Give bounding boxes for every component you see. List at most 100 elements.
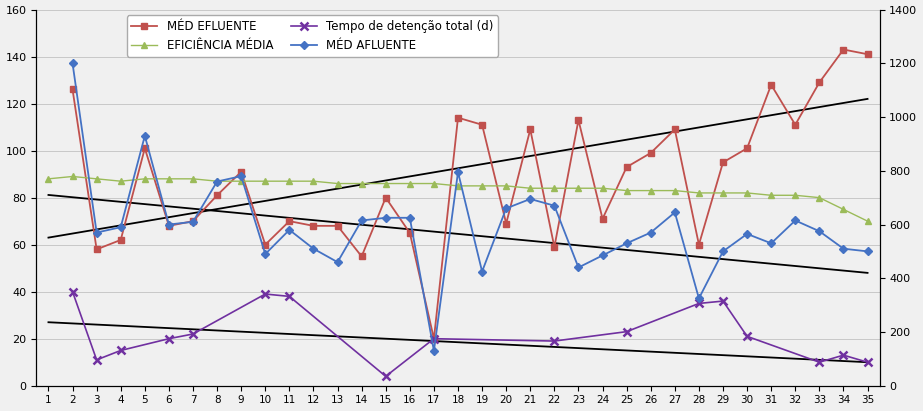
MÉD AFLUENTE — [645, 230, 656, 235]
MÉD EFLUENTE — [284, 219, 295, 224]
Tempo de detenção total (d) — [693, 301, 704, 306]
MÉD EFLUENTE — [790, 122, 801, 127]
MÉD EFLUENTE — [693, 242, 704, 247]
MÉD EFLUENTE — [332, 224, 343, 229]
Tempo de detenção total (d) — [91, 358, 102, 363]
MÉD AFLUENTE — [741, 231, 752, 236]
MÉD AFLUENTE — [284, 227, 295, 232]
MÉD EFLUENTE — [476, 122, 487, 127]
EFICIÊNCIA MÉDIA — [42, 176, 54, 181]
MÉD EFLUENTE — [380, 195, 391, 200]
Tempo de detenção total (d) — [549, 339, 560, 344]
EFICIÊNCIA MÉDIA — [741, 190, 752, 195]
MÉD AFLUENTE — [693, 296, 704, 301]
MÉD AFLUENTE — [115, 225, 126, 230]
MÉD AFLUENTE — [862, 249, 873, 254]
MÉD EFLUENTE — [549, 245, 560, 249]
MÉD AFLUENTE — [452, 170, 463, 175]
EFICIÊNCIA MÉDIA — [91, 176, 102, 181]
EFICIÊNCIA MÉDIA — [332, 181, 343, 186]
MÉD EFLUENTE — [139, 146, 150, 151]
MÉD EFLUENTE — [741, 146, 752, 151]
MÉD AFLUENTE — [259, 252, 270, 256]
MÉD AFLUENTE — [428, 349, 439, 353]
MÉD AFLUENTE — [766, 241, 777, 246]
MÉD EFLUENTE — [597, 216, 608, 221]
MÉD AFLUENTE — [573, 265, 584, 270]
EFICIÊNCIA MÉDIA — [115, 179, 126, 184]
Tempo de detenção total (d) — [741, 334, 752, 339]
MÉD EFLUENTE — [187, 219, 198, 224]
MÉD EFLUENTE — [235, 169, 246, 174]
MÉD AFLUENTE — [838, 246, 849, 251]
Tempo de detenção total (d) — [187, 332, 198, 337]
MÉD AFLUENTE — [404, 215, 415, 220]
Line: MÉD EFLUENTE: MÉD EFLUENTE — [70, 47, 870, 342]
Tempo de detenção total (d) — [862, 360, 873, 365]
MÉD EFLUENTE — [404, 231, 415, 236]
EFICIÊNCIA MÉDIA — [67, 174, 78, 179]
MÉD EFLUENTE — [717, 160, 728, 165]
MÉD EFLUENTE — [259, 242, 270, 247]
MÉD AFLUENTE — [332, 260, 343, 265]
MÉD EFLUENTE — [500, 221, 511, 226]
MÉD AFLUENTE — [163, 222, 174, 227]
MÉD AFLUENTE — [500, 206, 511, 211]
MÉD EFLUENTE — [356, 254, 367, 259]
Tempo de detenção total (d) — [67, 289, 78, 294]
MÉD AFLUENTE — [525, 196, 536, 201]
MÉD EFLUENTE — [645, 150, 656, 155]
Tempo de detenção total (d) — [284, 294, 295, 299]
MÉD AFLUENTE — [211, 179, 222, 184]
EFICIÊNCIA MÉDIA — [814, 195, 825, 200]
EFICIÊNCIA MÉDIA — [766, 193, 777, 198]
MÉD AFLUENTE — [814, 229, 825, 234]
EFICIÊNCIA MÉDIA — [139, 176, 150, 181]
EFICIÊNCIA MÉDIA — [838, 207, 849, 212]
EFICIÊNCIA MÉDIA — [284, 179, 295, 184]
MÉD EFLUENTE — [308, 224, 319, 229]
MÉD EFLUENTE — [115, 238, 126, 242]
Line: MÉD AFLUENTE: MÉD AFLUENTE — [70, 60, 870, 353]
EFICIÊNCIA MÉDIA — [428, 181, 439, 186]
Line: Tempo de detenção total (d): Tempo de detenção total (d) — [68, 288, 871, 381]
MÉD EFLUENTE — [525, 127, 536, 132]
MÉD EFLUENTE — [67, 87, 78, 92]
Tempo de detenção total (d) — [428, 336, 439, 341]
Tempo de detenção total (d) — [115, 348, 126, 353]
MÉD AFLUENTE — [717, 249, 728, 254]
Legend: MÉD EFLUENTE, EFICIÊNCIA MÉDIA, Tempo de detenção total (d), MÉD AFLUENTE: MÉD EFLUENTE, EFICIÊNCIA MÉDIA, Tempo de… — [126, 16, 498, 57]
EFICIÊNCIA MÉDIA — [573, 186, 584, 191]
MÉD EFLUENTE — [428, 336, 439, 341]
MÉD EFLUENTE — [669, 127, 680, 132]
Tempo de detenção total (d) — [814, 360, 825, 365]
MÉD AFLUENTE — [235, 174, 246, 179]
MÉD EFLUENTE — [838, 47, 849, 52]
MÉD AFLUENTE — [187, 219, 198, 224]
MÉD AFLUENTE — [139, 134, 150, 139]
MÉD EFLUENTE — [452, 115, 463, 120]
EFICIÊNCIA MÉDIA — [597, 186, 608, 191]
EFICIÊNCIA MÉDIA — [669, 188, 680, 193]
MÉD AFLUENTE — [790, 218, 801, 223]
EFICIÊNCIA MÉDIA — [790, 193, 801, 198]
MÉD EFLUENTE — [814, 80, 825, 85]
MÉD EFLUENTE — [766, 82, 777, 87]
MÉD AFLUENTE — [476, 269, 487, 274]
EFICIÊNCIA MÉDIA — [211, 179, 222, 184]
EFICIÊNCIA MÉDIA — [549, 186, 560, 191]
EFICIÊNCIA MÉDIA — [525, 186, 536, 191]
MÉD AFLUENTE — [621, 241, 632, 246]
Tempo de detenção total (d) — [621, 329, 632, 334]
EFICIÊNCIA MÉDIA — [645, 188, 656, 193]
EFICIÊNCIA MÉDIA — [693, 190, 704, 195]
Tempo de detenção total (d) — [259, 291, 270, 296]
MÉD AFLUENTE — [356, 218, 367, 223]
EFICIÊNCIA MÉDIA — [380, 181, 391, 186]
EFICIÊNCIA MÉDIA — [259, 179, 270, 184]
Tempo de detenção total (d) — [717, 299, 728, 304]
Tempo de detenção total (d) — [380, 374, 391, 379]
MÉD AFLUENTE — [380, 215, 391, 220]
EFICIÊNCIA MÉDIA — [163, 176, 174, 181]
EFICIÊNCIA MÉDIA — [404, 181, 415, 186]
